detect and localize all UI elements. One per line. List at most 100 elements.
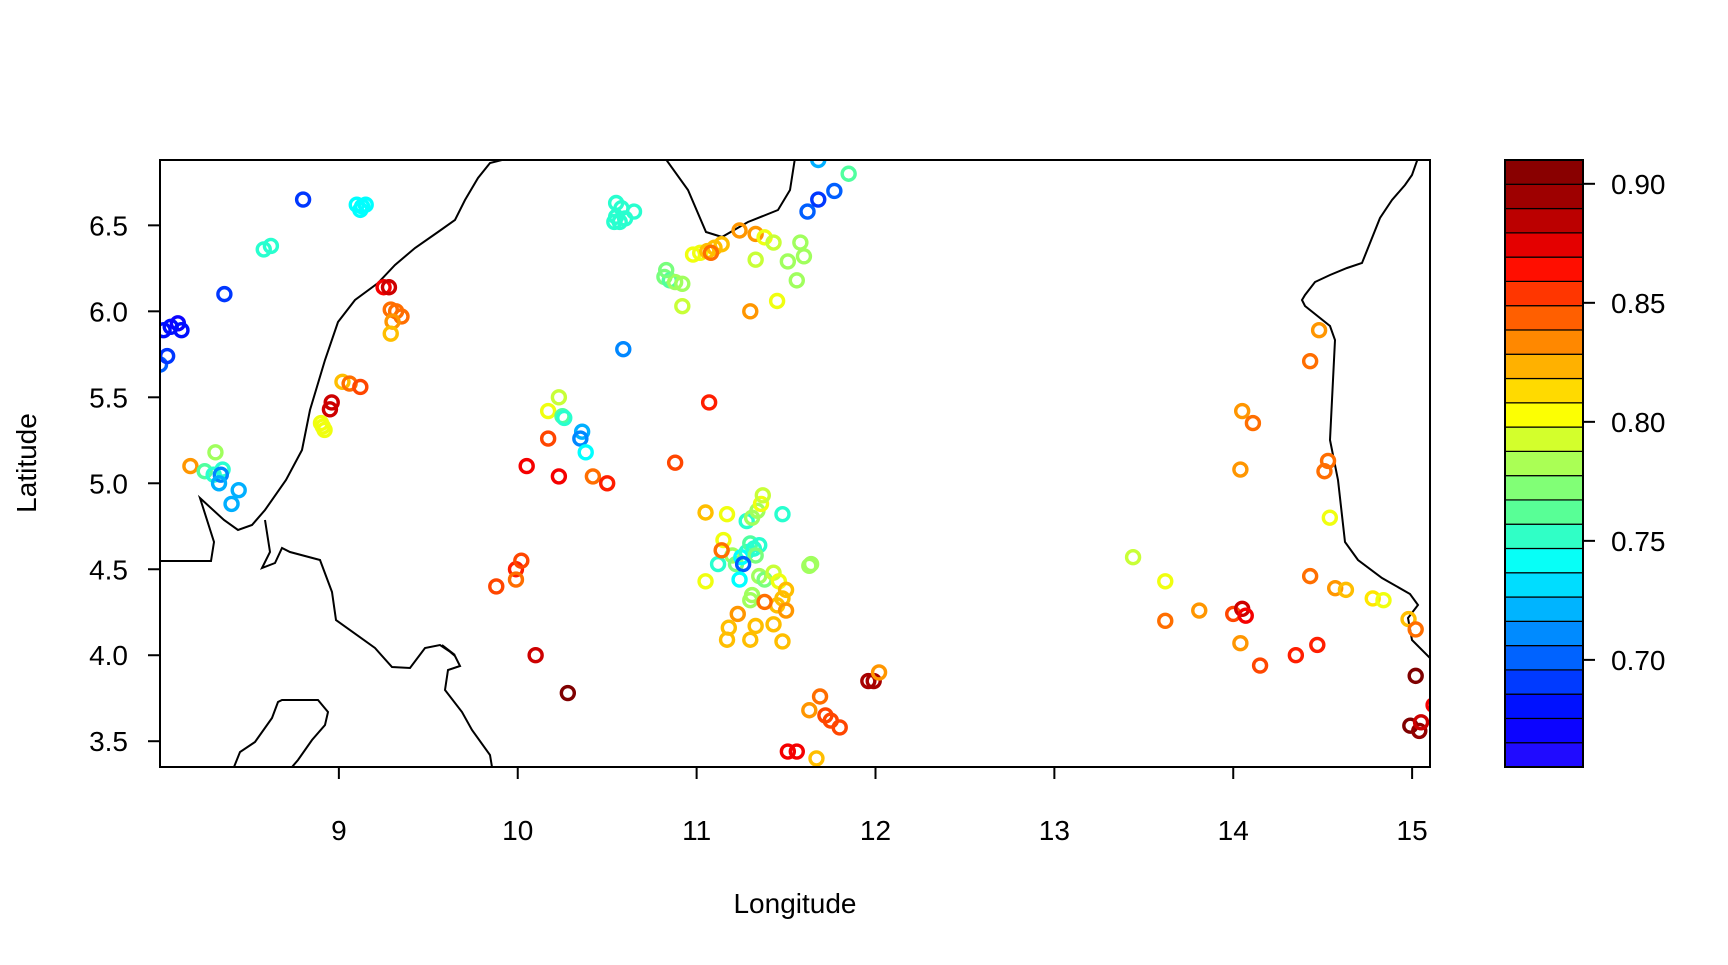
points-layer [160, 160, 1430, 767]
data-point [182, 457, 199, 475]
data-point [715, 531, 732, 549]
data-point [713, 542, 730, 559]
data-point [765, 616, 782, 633]
data-point [584, 468, 602, 485]
colorbar-band [1504, 256, 1584, 282]
data-point [615, 340, 632, 358]
colorbar-band [1504, 305, 1584, 331]
data-point [713, 236, 730, 253]
colorbar-band [1504, 207, 1584, 234]
x-tick-label: 15 [1397, 815, 1428, 846]
colorbar-band [1504, 402, 1584, 428]
x-tick-label: 14 [1218, 815, 1249, 846]
colorbar-band [1504, 523, 1584, 550]
data-point [207, 444, 224, 461]
data-point [718, 631, 736, 648]
colorbar-band [1504, 183, 1584, 210]
data-point [1233, 402, 1251, 420]
y-tick-label: 5.5 [89, 382, 128, 413]
data-point [826, 182, 843, 200]
data-point [539, 402, 557, 420]
colorbar-tick-label: 0.70 [1611, 645, 1666, 676]
x-tick-label: 13 [1039, 815, 1070, 846]
x-axis-title: Longitude [733, 888, 856, 919]
data-point [709, 555, 727, 573]
data-point [1237, 607, 1254, 624]
data-point [691, 244, 709, 262]
colorbar-band [1504, 280, 1584, 307]
data-point [742, 303, 759, 320]
coastline [160, 160, 796, 562]
data-point [294, 191, 312, 208]
data-point [810, 160, 827, 169]
colorbar-band [1504, 159, 1584, 185]
data-point [765, 234, 782, 251]
data-point [777, 581, 795, 599]
data-point [702, 244, 720, 262]
data-point [1309, 636, 1326, 654]
y-tick-label: 5.0 [89, 468, 128, 499]
data-point [1157, 612, 1174, 630]
data-point [382, 325, 399, 342]
data-point [1364, 590, 1381, 607]
data-point [352, 378, 369, 396]
data-point [1287, 647, 1305, 664]
data-point [1124, 549, 1142, 566]
data-point [1301, 567, 1319, 585]
colorbar-tick-label: 0.75 [1611, 526, 1666, 557]
data-point [577, 444, 594, 461]
data-point [1244, 414, 1262, 432]
data-point [1301, 352, 1319, 370]
data-point [756, 593, 773, 611]
data-point [210, 475, 228, 492]
data-point [810, 191, 827, 208]
data-point [316, 421, 333, 439]
data-point [700, 394, 718, 411]
y-tick-label: 4.0 [89, 640, 128, 671]
data-point [1232, 461, 1249, 478]
data-point [527, 647, 544, 664]
data-point [658, 261, 675, 279]
island [233, 699, 330, 767]
colorbar-band [1504, 353, 1584, 380]
data-point [779, 743, 797, 760]
x-tick-label: 11 [682, 815, 711, 846]
data-point [674, 297, 691, 315]
colorbar-band [1504, 669, 1584, 695]
data-point [230, 481, 247, 499]
data-point [754, 487, 772, 504]
colorbar-band [1504, 232, 1584, 258]
data-point [488, 578, 505, 595]
colorbar-band [1504, 329, 1584, 355]
data-point [697, 573, 714, 590]
data-point [1326, 579, 1344, 597]
data-point [768, 292, 786, 310]
data-point [1251, 657, 1269, 674]
colorbar-band [1504, 693, 1584, 720]
data-point [777, 602, 795, 619]
y-tick-label: 6.5 [89, 210, 128, 241]
plot-frame [159, 159, 1431, 768]
data-point [860, 672, 877, 690]
data-point [1232, 634, 1249, 652]
x-tick-label: 10 [502, 815, 533, 846]
data-point [811, 688, 829, 705]
colorbar-frame [1504, 159, 1584, 768]
x-axis: 9 10 11 12 13 14 15 [331, 767, 1428, 846]
data-point [808, 750, 825, 767]
data-point [731, 222, 748, 239]
data-point [779, 253, 797, 270]
data-point [802, 555, 820, 573]
data-point [788, 272, 805, 289]
colorbar-tick-label: 0.90 [1611, 169, 1666, 200]
data-point [747, 617, 764, 635]
data-point [870, 664, 888, 681]
data-point [323, 394, 340, 411]
colorbar-band [1504, 717, 1584, 744]
data-point [731, 571, 748, 588]
east-border [1300, 160, 1430, 659]
colorbar-band [1504, 426, 1584, 452]
data-point [513, 552, 530, 569]
data-point [1321, 509, 1339, 526]
